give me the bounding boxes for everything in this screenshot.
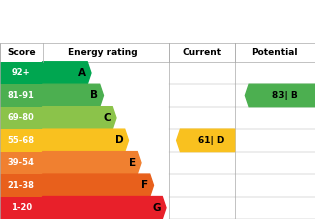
Text: 81-91: 81-91 — [8, 91, 35, 100]
Text: 69-80: 69-80 — [8, 113, 35, 122]
FancyBboxPatch shape — [0, 174, 43, 196]
Text: F: F — [141, 180, 148, 190]
Text: 55-68: 55-68 — [8, 136, 35, 145]
Text: Current: Current — [182, 48, 221, 57]
Text: 61| D: 61| D — [198, 136, 224, 145]
Polygon shape — [43, 62, 91, 84]
Text: 1-20: 1-20 — [11, 203, 32, 212]
FancyBboxPatch shape — [0, 43, 315, 62]
Polygon shape — [177, 129, 235, 152]
Text: D: D — [115, 135, 123, 145]
Text: G: G — [152, 203, 161, 213]
Text: 21-38: 21-38 — [8, 181, 35, 190]
Polygon shape — [43, 129, 129, 152]
Text: Energy rating: Energy rating — [67, 48, 137, 57]
FancyBboxPatch shape — [0, 152, 43, 174]
Polygon shape — [43, 84, 103, 107]
FancyBboxPatch shape — [0, 107, 43, 129]
Text: E: E — [129, 158, 136, 168]
Text: 92+: 92+ — [12, 69, 31, 78]
Text: 83| B: 83| B — [272, 91, 298, 100]
Text: Energy Efficiency Rating: Energy Efficiency Rating — [6, 7, 209, 22]
Text: Score: Score — [7, 48, 36, 57]
FancyBboxPatch shape — [0, 62, 43, 84]
FancyBboxPatch shape — [0, 196, 43, 219]
FancyBboxPatch shape — [0, 129, 43, 152]
Text: A: A — [77, 68, 86, 78]
FancyBboxPatch shape — [0, 84, 43, 107]
Text: C: C — [103, 113, 111, 123]
Polygon shape — [43, 107, 116, 129]
Text: 39-54: 39-54 — [8, 158, 35, 167]
Text: Potential: Potential — [252, 48, 298, 57]
Polygon shape — [245, 84, 315, 107]
Polygon shape — [43, 174, 153, 196]
Polygon shape — [43, 152, 141, 174]
Polygon shape — [43, 196, 166, 219]
Text: B: B — [90, 90, 98, 101]
